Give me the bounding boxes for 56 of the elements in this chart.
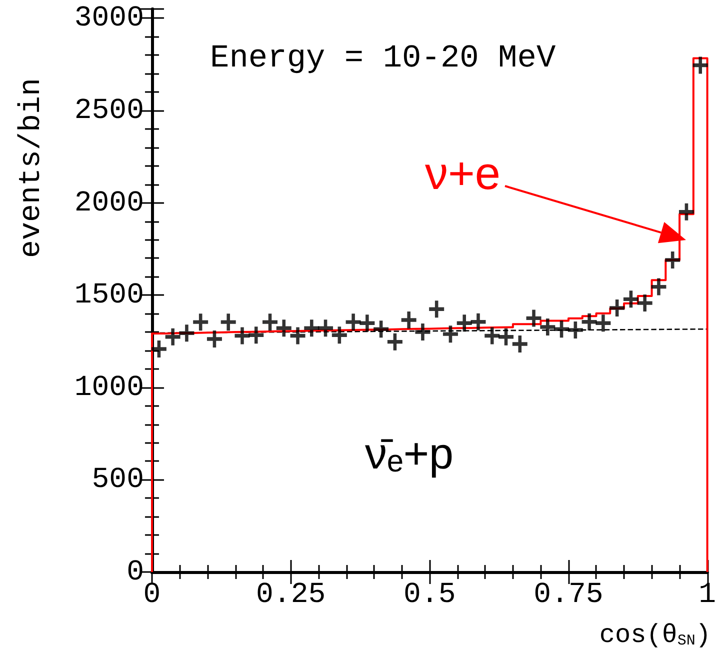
y-tick-label: 500 (92, 463, 144, 496)
point (649, 276, 668, 298)
point (316, 318, 335, 338)
point (552, 318, 571, 340)
point (191, 312, 210, 332)
point (219, 312, 238, 332)
point (496, 326, 516, 348)
x-tick-label: 0.5 (404, 578, 456, 611)
point (302, 318, 321, 338)
point (372, 318, 390, 340)
point (400, 310, 418, 330)
point (691, 55, 710, 76)
annotation: ν+e (425, 147, 500, 199)
annotation: Energy = 10-20 MeV (210, 40, 556, 76)
point (205, 328, 224, 350)
y-tick-label: 1500 (74, 278, 144, 312)
point (636, 292, 654, 314)
annotation: ν̄ₑ+p (365, 430, 454, 478)
y-tick-label: 1000 (74, 370, 144, 404)
point (455, 312, 474, 334)
point (344, 312, 363, 332)
point (510, 334, 530, 354)
y-tick-label: 3000 (74, 2, 144, 35)
x-tick-label: 1 (698, 578, 716, 611)
point (330, 324, 349, 346)
point (150, 338, 168, 360)
point (608, 298, 626, 318)
y-tick-label: 0 (126, 556, 144, 588)
point (468, 312, 488, 332)
point (260, 312, 280, 332)
x-tick-label: 0.75 (534, 578, 604, 611)
point (441, 324, 460, 344)
point (232, 325, 252, 346)
point (288, 325, 308, 346)
point (386, 332, 404, 352)
point (164, 326, 182, 348)
point (358, 312, 376, 334)
point (677, 202, 696, 222)
x-axis-title: cos(θSN) (599, 620, 712, 650)
point (427, 298, 446, 320)
point (413, 322, 432, 342)
point (482, 325, 502, 346)
point (580, 312, 599, 332)
point (524, 308, 544, 328)
point (622, 288, 640, 310)
point (566, 320, 585, 340)
point (274, 318, 294, 338)
x-tick-label: 0.25 (256, 578, 326, 611)
y-axis-title: events/bin (15, 78, 49, 258)
point (538, 316, 557, 338)
point (246, 324, 266, 346)
point (177, 322, 196, 344)
point (594, 312, 612, 334)
point (663, 250, 682, 270)
y-tick-label: 2500 (74, 94, 144, 128)
y-tick-label: 2000 (74, 186, 144, 220)
